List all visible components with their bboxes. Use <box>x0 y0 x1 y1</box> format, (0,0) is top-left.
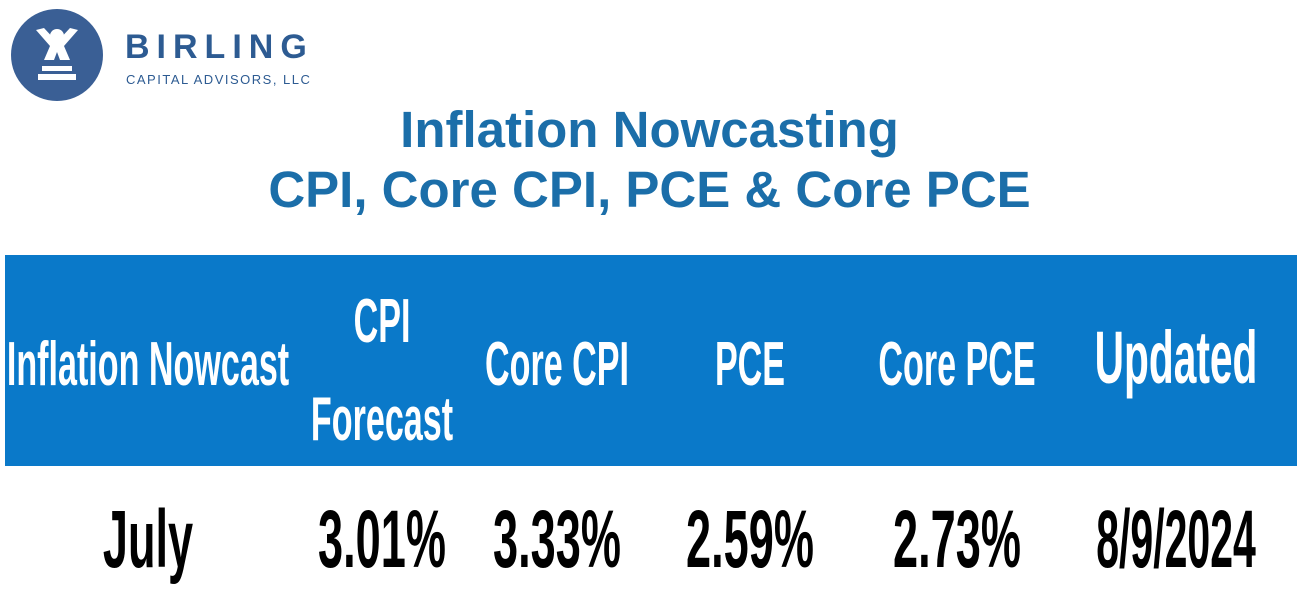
table-cell: July <box>102 494 194 585</box>
header-cell: Core CPI <box>484 330 630 399</box>
table-cell: 3.01% <box>318 494 446 585</box>
table-cell: 2.59% <box>686 494 814 585</box>
title-line: CPI, Core CPI, PCE & Core PCE <box>268 161 1031 218</box>
header-cell: CPI Forecast <box>310 287 454 454</box>
table-cell: 2.73% <box>893 494 1021 585</box>
table-header-band <box>5 255 1297 466</box>
brand-name: BIRLING <box>125 28 314 66</box>
title-line: Inflation Nowcasting <box>400 101 899 158</box>
brand-subtitle: CAPITAL ADVISORS, LLC <box>126 72 312 87</box>
header-cell: Core PCE <box>878 330 1036 399</box>
table-cell: 8/9/2024 <box>1096 494 1256 585</box>
logo-mark <box>11 9 103 101</box>
header-cell: Inflation Nowcast <box>6 330 290 399</box>
header-cell: Updated <box>1094 316 1258 399</box>
header-cell: PCE <box>714 330 786 399</box>
table-cell: 3.33% <box>493 494 621 585</box>
